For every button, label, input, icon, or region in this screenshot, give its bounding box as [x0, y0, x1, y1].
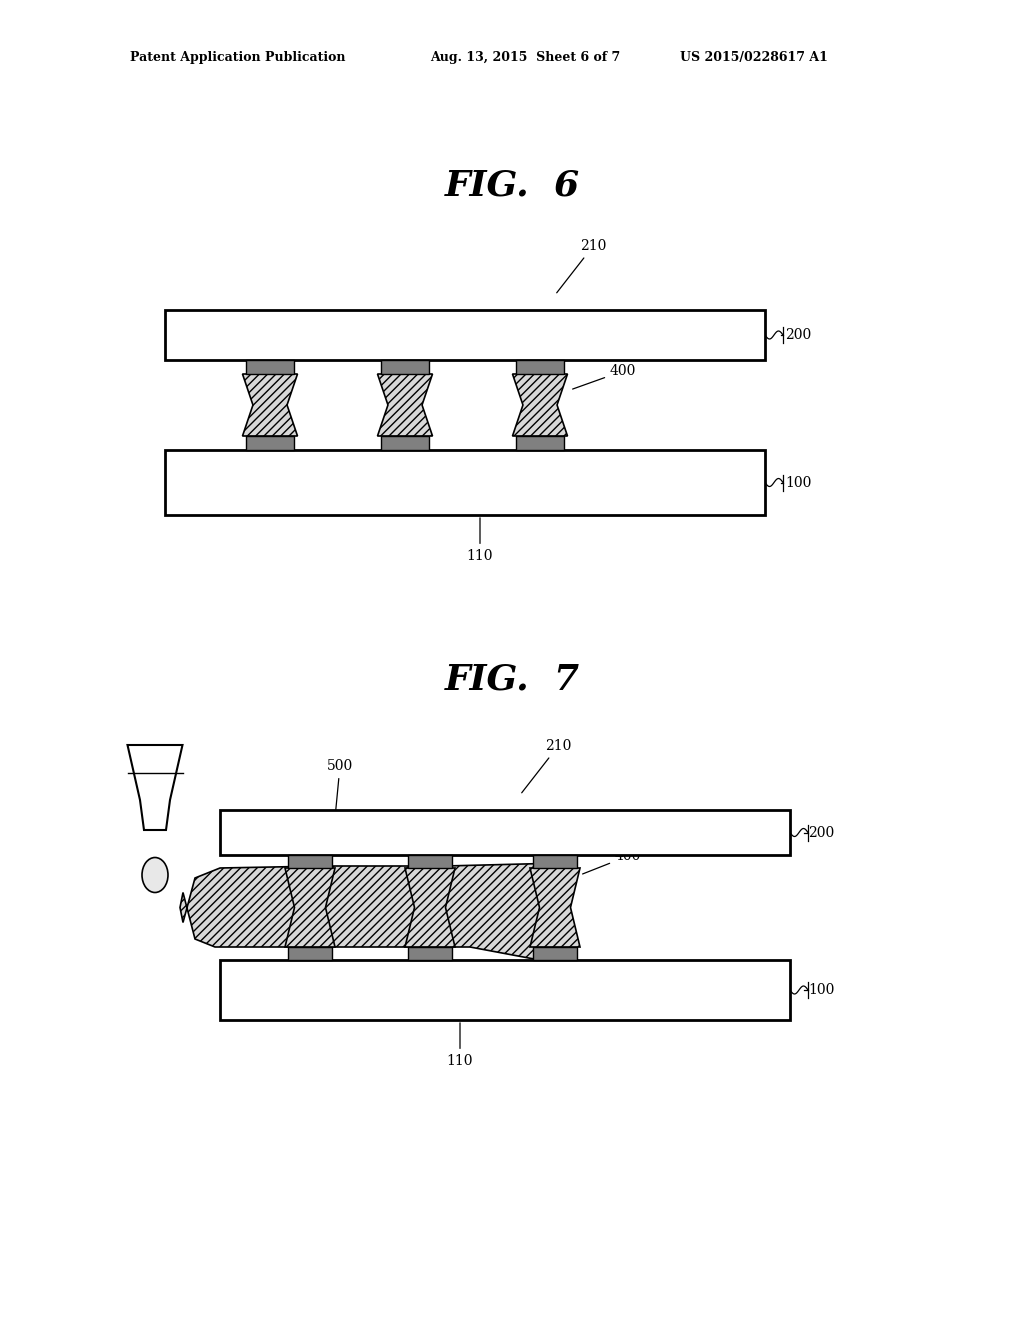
- Text: 500: 500: [327, 759, 353, 867]
- Bar: [381, 360, 429, 374]
- Text: 110: 110: [446, 1023, 473, 1068]
- Text: 210: 210: [521, 739, 571, 793]
- Bar: [381, 436, 429, 450]
- Bar: [516, 436, 564, 450]
- Bar: [246, 436, 294, 450]
- Polygon shape: [406, 869, 455, 946]
- Bar: [220, 960, 790, 1020]
- Text: 200: 200: [785, 327, 811, 342]
- Text: FIG.  7: FIG. 7: [444, 663, 580, 697]
- Text: 200: 200: [808, 826, 835, 840]
- Text: 100: 100: [808, 983, 835, 997]
- Polygon shape: [285, 869, 335, 946]
- Text: 400: 400: [583, 849, 641, 874]
- Text: 210: 210: [557, 239, 606, 293]
- Text: US 2015/0228617 A1: US 2015/0228617 A1: [680, 51, 827, 65]
- Polygon shape: [180, 863, 565, 977]
- Bar: [516, 360, 564, 374]
- Text: 110: 110: [467, 517, 494, 564]
- Bar: [534, 855, 577, 869]
- Polygon shape: [243, 374, 298, 436]
- Bar: [220, 810, 790, 855]
- Text: Patent Application Publication: Patent Application Publication: [130, 51, 345, 65]
- Bar: [534, 946, 577, 960]
- Polygon shape: [378, 374, 432, 436]
- Polygon shape: [512, 374, 567, 436]
- Text: Aug. 13, 2015  Sheet 6 of 7: Aug. 13, 2015 Sheet 6 of 7: [430, 51, 621, 65]
- Bar: [408, 855, 452, 869]
- Polygon shape: [530, 869, 580, 946]
- Bar: [288, 855, 332, 869]
- Bar: [288, 946, 332, 960]
- Bar: [165, 450, 765, 515]
- Polygon shape: [128, 744, 182, 830]
- Bar: [246, 360, 294, 374]
- Bar: [165, 310, 765, 360]
- Ellipse shape: [142, 858, 168, 892]
- Text: 100: 100: [785, 477, 811, 490]
- Text: FIG.  6: FIG. 6: [444, 168, 580, 202]
- Bar: [408, 946, 452, 960]
- Text: 400: 400: [572, 364, 636, 389]
